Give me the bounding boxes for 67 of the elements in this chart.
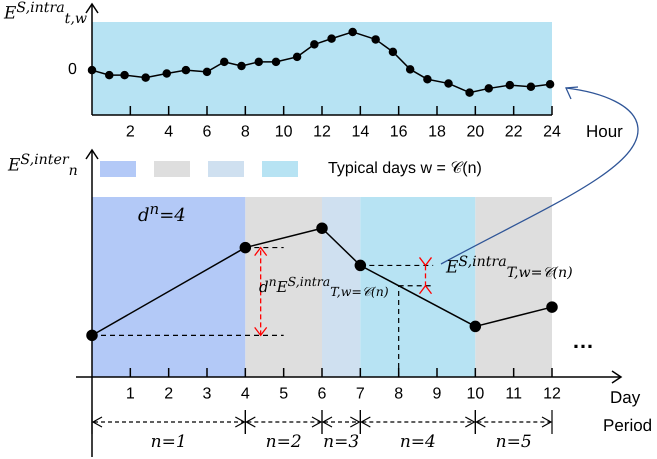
x-tick-label: 8	[240, 123, 250, 140]
text: n=5	[496, 432, 532, 452]
x-tick-label: 3	[202, 385, 212, 402]
point	[470, 320, 482, 332]
point	[423, 75, 432, 84]
point	[141, 73, 150, 82]
x-tick-label: 2	[164, 385, 174, 402]
point	[240, 242, 252, 254]
point	[310, 40, 319, 49]
point	[162, 69, 171, 78]
point	[254, 58, 263, 66]
point	[465, 88, 474, 97]
point	[388, 48, 398, 56]
x-axis-title: Day	[610, 388, 640, 408]
point	[546, 80, 554, 89]
text: n=4	[400, 432, 436, 452]
point	[86, 330, 98, 342]
text: n=3	[323, 432, 360, 452]
x-axis-title: Hour	[586, 122, 623, 142]
x-tick-label: 8	[394, 385, 404, 402]
point	[88, 66, 96, 74]
point	[526, 82, 536, 92]
point	[406, 65, 414, 74]
point	[354, 260, 366, 272]
point	[327, 34, 336, 43]
text: n=2	[266, 432, 302, 452]
x-tick-label: 10	[466, 385, 484, 402]
point	[182, 66, 190, 74]
point	[220, 58, 228, 66]
x-tick-label: 14	[351, 123, 370, 140]
x-tick-label: 16	[390, 123, 408, 140]
point	[202, 68, 212, 76]
x-tick-label: 11	[505, 385, 522, 402]
x-tick-label: 24	[543, 123, 561, 140]
point	[546, 301, 558, 313]
text: d$^{n}$=4	[138, 200, 186, 226]
point	[444, 79, 453, 88]
annotation: …	[572, 328, 594, 354]
x-tick-label: 12	[313, 123, 331, 140]
point	[105, 70, 114, 80]
x-tick-label: 5	[279, 385, 288, 402]
x-tick-label: 6	[318, 385, 327, 402]
legend-title: Typical days w = 𝒞(n)	[328, 159, 482, 178]
x-tick-label: 22	[504, 123, 523, 140]
point	[272, 58, 280, 66]
x-tick-label: 20	[466, 123, 484, 140]
x-tick-label: 1	[126, 385, 135, 402]
point	[506, 80, 514, 90]
text: n=1	[150, 432, 187, 452]
point	[484, 84, 493, 93]
point	[292, 52, 302, 62]
x-tick-label: 4	[164, 123, 174, 140]
x-tick-label: 9	[432, 385, 442, 402]
text: Period	[603, 416, 652, 436]
x-tick-label: 4	[240, 385, 250, 402]
x-tick-label: 10	[274, 123, 293, 140]
x-tick-label: 18	[428, 123, 446, 140]
x-tick-label: 7	[356, 385, 365, 402]
point	[237, 62, 246, 70]
x-tick-label: 2	[126, 123, 135, 140]
x-tick-label: 12	[543, 385, 561, 402]
point	[316, 222, 328, 234]
point	[120, 70, 129, 80]
point	[371, 35, 380, 44]
text: 0	[68, 61, 77, 79]
point	[348, 28, 357, 36]
x-tick-label: 6	[202, 123, 212, 140]
